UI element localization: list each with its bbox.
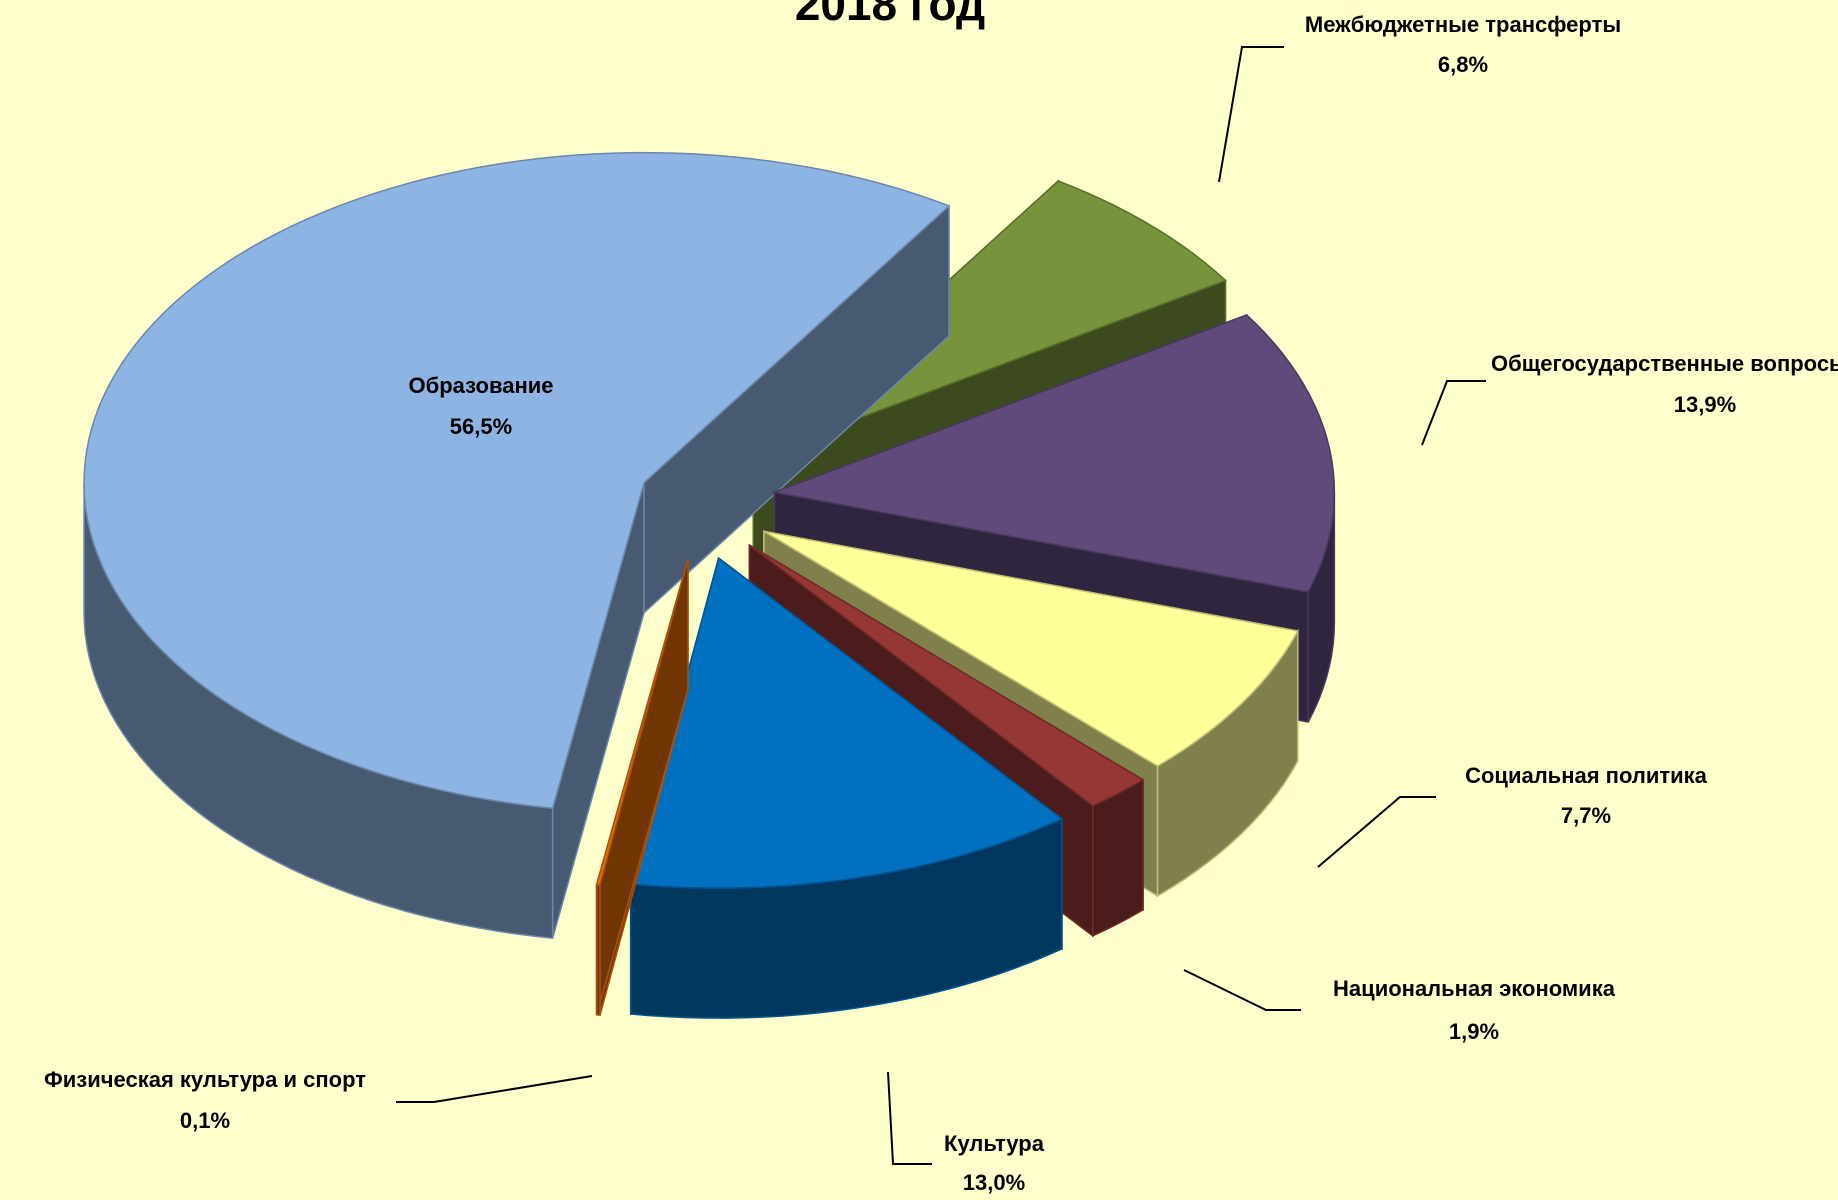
slice-label: Социальная политика — [1465, 763, 1708, 788]
slice — [83, 151, 951, 940]
slice — [629, 556, 1064, 889]
leader-line — [1218, 46, 1284, 183]
leader-line — [1317, 796, 1436, 868]
leader-line — [1421, 380, 1486, 446]
slice-value-label: 1,9% — [1449, 1019, 1499, 1044]
slice — [595, 559, 689, 886]
chart-title: 2018 год — [795, 0, 985, 30]
slice-value-label: 13,9% — [1674, 392, 1736, 417]
slice-side — [595, 883, 601, 1016]
slice — [763, 530, 1299, 767]
slice-label: Национальная экономика — [1333, 976, 1616, 1001]
slice — [748, 544, 1145, 807]
slice — [83, 151, 951, 810]
slice-label: Общегосударственные вопросы — [1491, 351, 1838, 376]
slice-value-label: 7,7% — [1561, 803, 1611, 828]
slice — [771, 314, 1336, 593]
slice — [629, 556, 1064, 1019]
slice-value-label: 56,5% — [450, 414, 512, 439]
slice-value-label: 13,0% — [963, 1170, 1025, 1195]
slice — [595, 559, 689, 1016]
slice-label: Межбюджетные трансферты — [1305, 12, 1621, 37]
slice-label: Физическая культура и спорт — [44, 1067, 366, 1092]
leader-line — [1183, 969, 1301, 1011]
slice-label: Образование — [409, 373, 554, 398]
leader-line — [396, 1075, 593, 1103]
slice-value-label: 6,8% — [1438, 52, 1488, 77]
leader-line — [887, 1071, 932, 1165]
slice-value-label: 0,1% — [180, 1108, 230, 1133]
slice-label: Культура — [944, 1131, 1045, 1156]
slice-side — [1092, 778, 1144, 938]
